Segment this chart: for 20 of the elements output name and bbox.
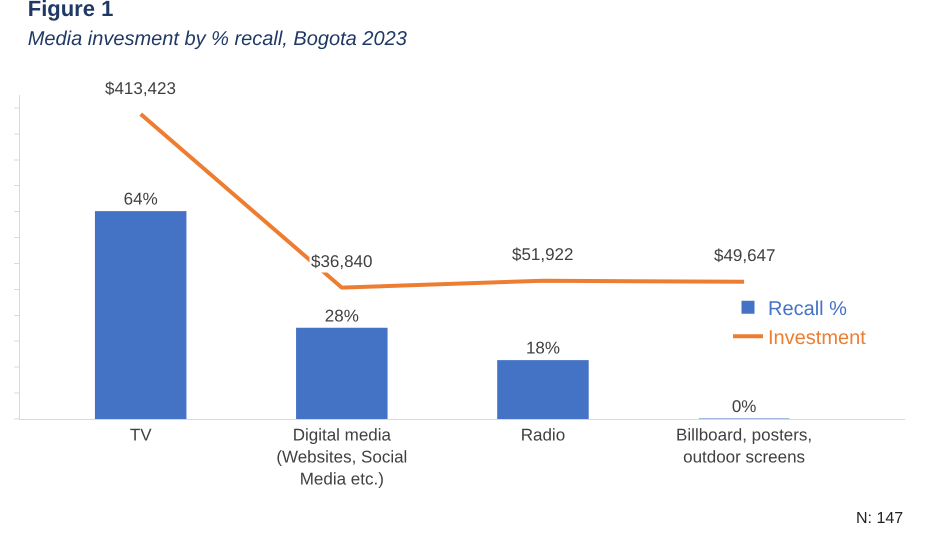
chart-title: Figure 1 [28, 0, 114, 22]
x-tick-label: Digital media (Websites, Social Media etc.) [276, 425, 408, 489]
x-tick-label: TV [130, 425, 152, 444]
data-label: $49,647 [714, 246, 776, 265]
bar [94, 211, 186, 419]
chart-subtitle: Media invesment by % recall, Bogota 2023 [28, 28, 407, 50]
x-tick-label: Billboard, posters, outdoor screens [676, 425, 812, 466]
data-label: $36,840 [311, 252, 372, 271]
data-label: 64% [124, 190, 158, 209]
bar [296, 328, 388, 419]
data-label: 18% [526, 338, 560, 358]
data-label: 0% [732, 397, 756, 416]
data-label: $413,423 [105, 79, 176, 98]
legend-label: Investment [768, 327, 866, 350]
data-label: $51,922 [512, 245, 574, 264]
text: N: 147 [856, 510, 904, 527]
x-tick-label: Radio [520, 425, 566, 444]
bar [497, 360, 589, 419]
legend-label: Recall % [768, 298, 848, 320]
data-label: 28% [324, 306, 359, 326]
